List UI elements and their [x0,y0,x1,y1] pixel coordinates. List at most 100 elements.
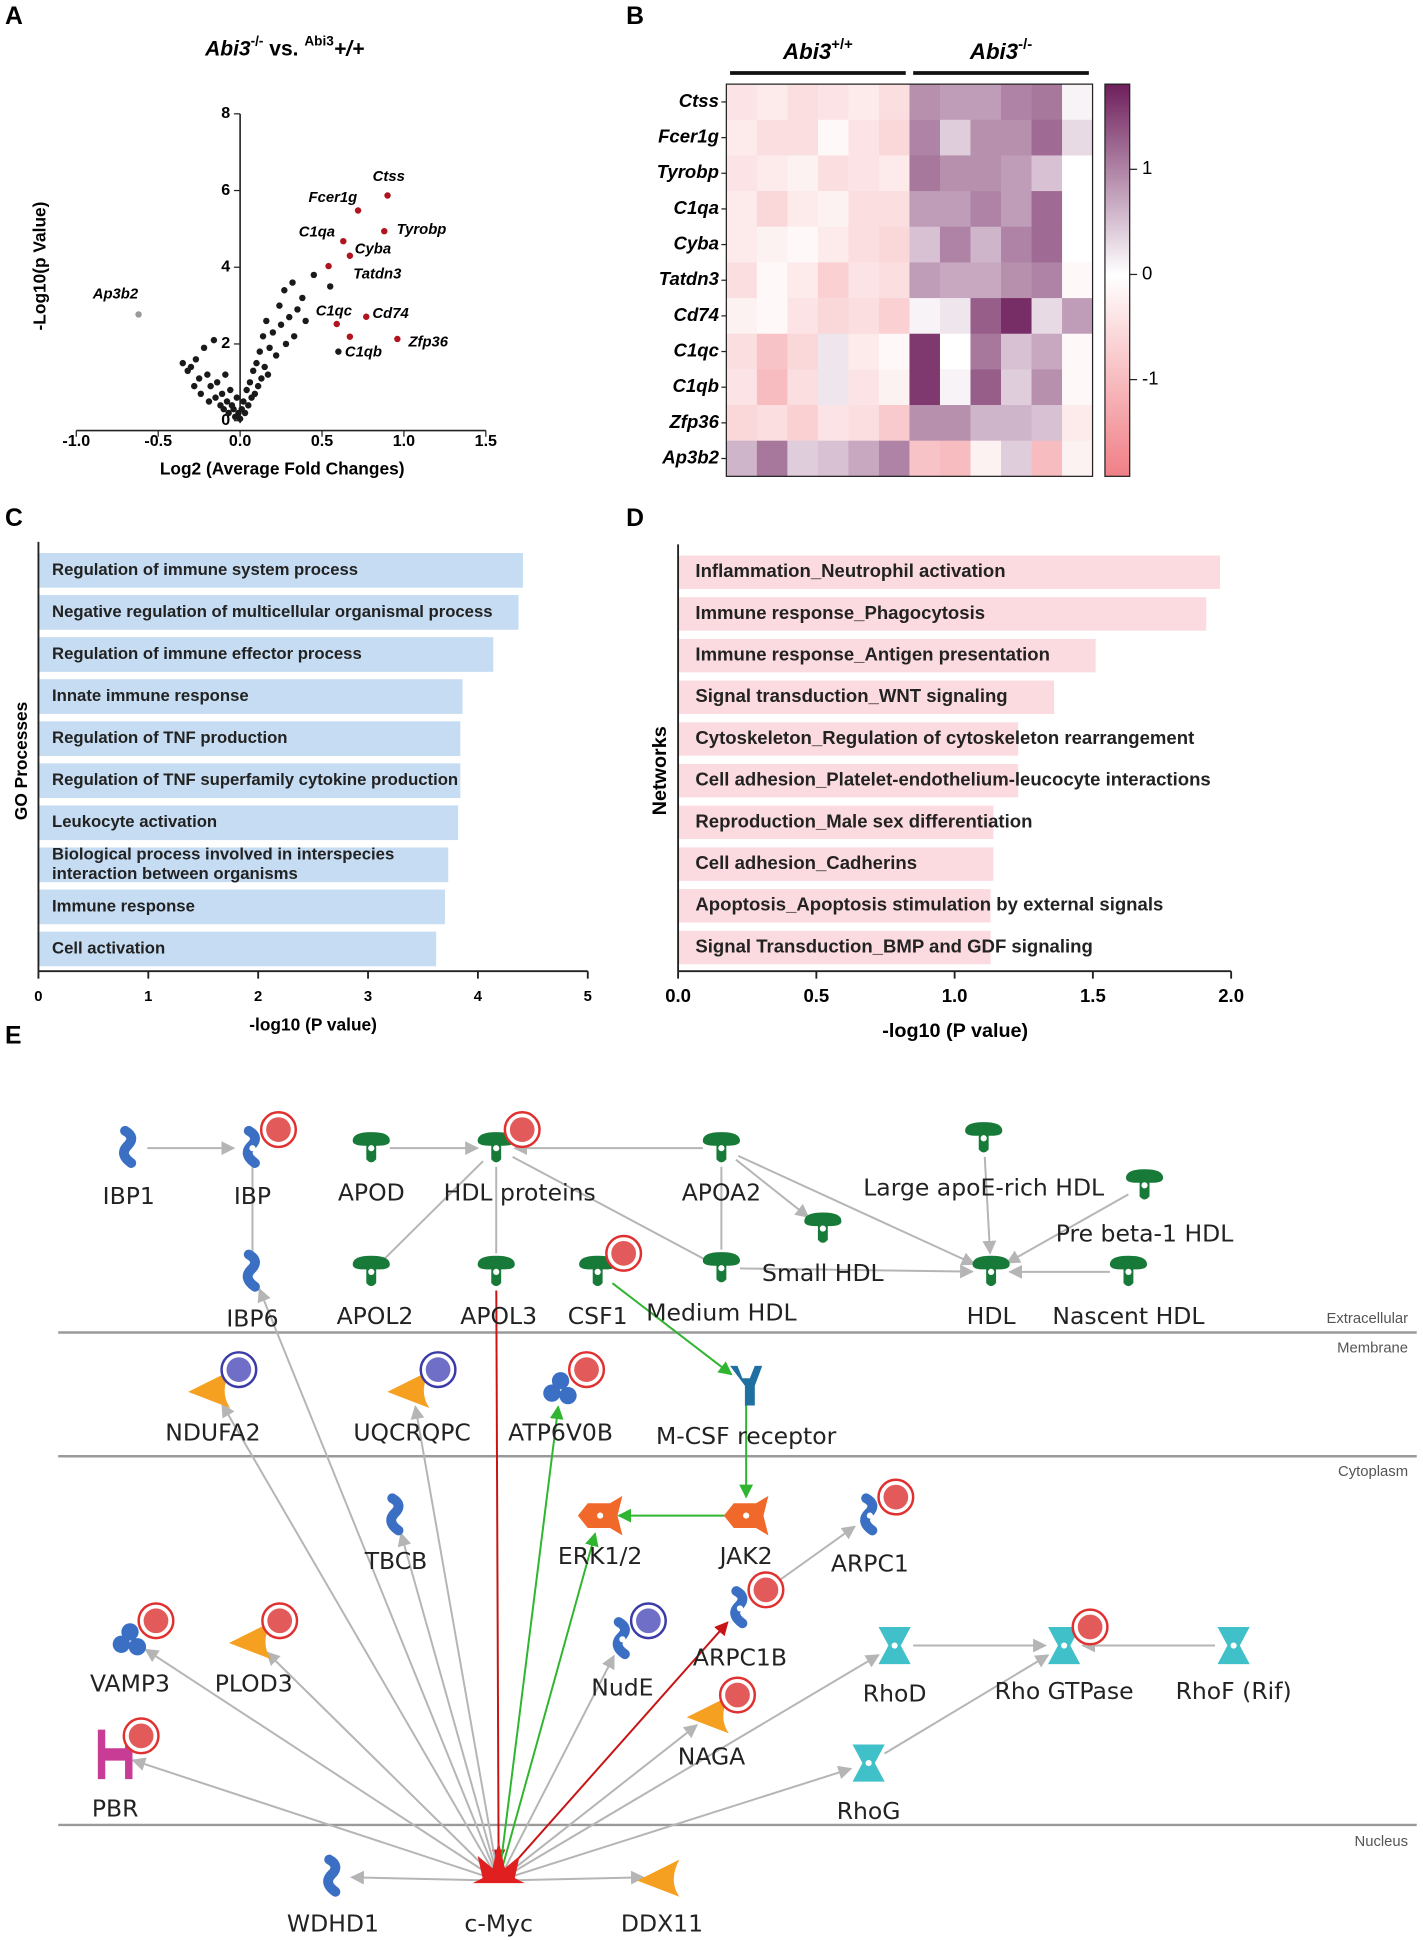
point [325,262,332,270]
heat-cell [878,226,910,263]
heat-cell [1031,155,1063,192]
x-tick-label: -1.0 [62,432,90,450]
heat-cell [1062,262,1093,299]
edge [735,1158,810,1218]
point [286,313,293,321]
icon-dot [493,1268,500,1275]
point-label: C1qa [299,224,335,240]
edge [497,1654,615,1882]
heat-cell [970,405,1002,442]
heat-cell [878,155,910,192]
heat-cell [1062,405,1093,442]
heat-cell [939,119,971,156]
edge [397,1532,500,1881]
heat-cell [970,262,1002,299]
icon-dot [619,1636,626,1643]
heat-cell [787,333,819,370]
node-label: Large apoE-rich HDL [863,1173,1104,1201]
edge [1006,1193,1129,1264]
node-icon [119,1125,137,1168]
point [254,382,262,390]
edge [221,1403,500,1882]
point [282,340,290,348]
colorbar-label: -1 [1142,368,1159,389]
heat-cell [726,369,758,406]
edge [498,1765,853,1882]
heat-cell [817,155,849,192]
marker-dot [266,1117,291,1142]
heat-cell [848,440,880,477]
heat-cell [1031,84,1063,121]
node-label: WDHD1 [287,1910,379,1938]
heat-cell [1001,333,1032,370]
edge [611,1282,733,1376]
y-tick-label: 0 [221,411,230,429]
heat-cell [756,84,788,121]
point-label: Cyba [355,241,391,257]
point [266,344,273,352]
marker-dot [611,1240,637,1266]
bar [678,555,1221,589]
row-label: C1qc [674,339,720,360]
icon-dot [594,1268,601,1275]
heat-cell [970,155,1002,192]
heat-cell [756,405,788,442]
x-tick-label: 1.5 [1080,985,1106,1006]
heat-cell [878,369,910,406]
title-part: +/+ [334,37,364,60]
point [205,398,213,405]
bar [678,930,991,965]
heat-cell [817,440,849,477]
point [220,405,227,413]
heat-cell [939,440,971,477]
bar-label: Leukocyte activation [52,812,217,831]
group-label: Abi3+/+ [782,37,853,64]
row-label: Tyrobp [657,161,719,182]
heat-cell [1001,298,1032,335]
row-label: Fcer1g [658,126,719,147]
point [233,394,241,401]
icon-dot [718,1265,725,1272]
y-tick-label: 4 [221,257,230,275]
x-tick-label: 2.0 [1218,985,1244,1006]
heat-cell [939,298,971,335]
heat-cell [939,333,971,370]
point [281,287,288,294]
region-label: Nucleus [1354,1834,1408,1850]
node-label: CSF1 [568,1302,628,1330]
point [246,379,254,386]
heat-cell [726,84,758,121]
bar-label: Negative regulation of multicellular org… [52,602,492,621]
x-tick-label: 0.5 [803,985,829,1006]
heat-cell [939,155,971,192]
heat-cell [787,262,819,299]
panel-letter: C [5,505,23,532]
edge [884,1654,1050,1755]
point [259,333,267,340]
x-tick-label: 5 [584,989,592,1005]
colorbar-label: 1 [1142,157,1152,178]
bar [38,931,437,967]
heat-cell [878,298,910,335]
bar [678,889,991,923]
point [187,363,195,371]
node-label: Nascent HDL [1052,1302,1204,1330]
x-tick-label: -0.5 [144,432,172,450]
marker-dot [226,1357,252,1383]
point [340,237,347,245]
point-label: Zfp36 [408,335,449,351]
node-label: DDX11 [621,1910,703,1938]
point [354,207,362,214]
point [272,352,280,359]
title-part: vs. [263,37,304,60]
point [346,252,354,259]
heat-cell [1062,155,1093,192]
point [212,394,219,401]
heat-cell [787,369,819,406]
heat-cell [817,298,849,335]
icon-dot [1230,1642,1237,1649]
bar-label: Regulation of TNF superfamily cytokine p… [52,770,458,789]
heat-cell [970,440,1002,477]
bar-label: Regulation of immune system process [52,560,358,579]
region-label: Extracellular [1326,1311,1408,1327]
